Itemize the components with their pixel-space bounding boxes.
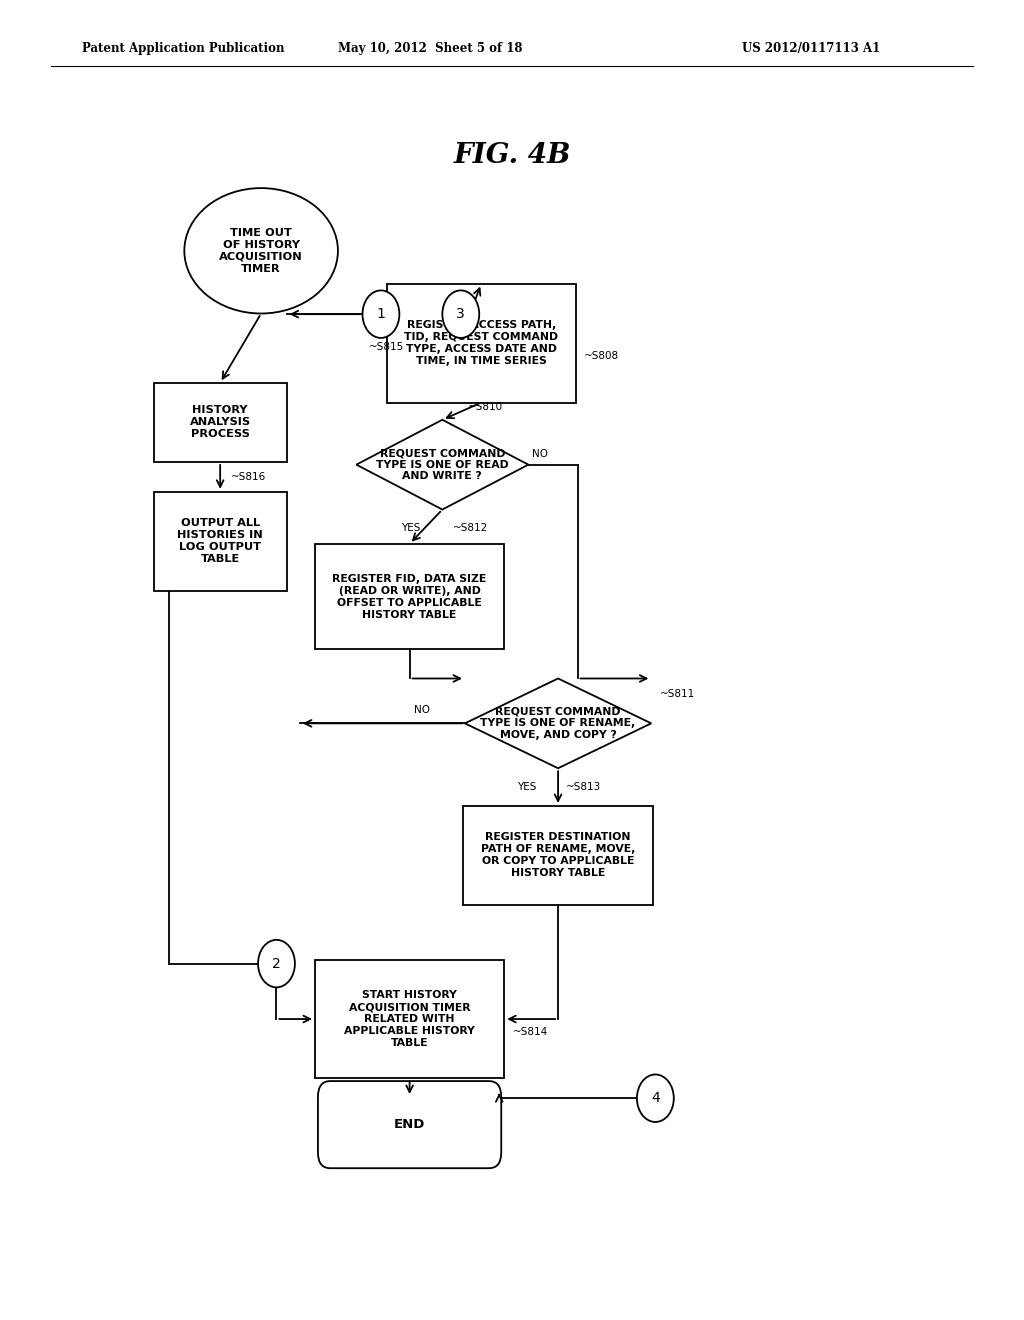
Text: START HISTORY
ACQUISITION TIMER
RELATED WITH
APPLICABLE HISTORY
TABLE: START HISTORY ACQUISITION TIMER RELATED … xyxy=(344,990,475,1048)
Text: ~S808: ~S808 xyxy=(584,351,620,362)
Ellipse shape xyxy=(184,187,338,314)
Text: ~S812: ~S812 xyxy=(453,523,487,533)
Text: ~S811: ~S811 xyxy=(659,689,694,700)
Text: 3: 3 xyxy=(457,308,465,321)
Bar xyxy=(154,492,287,591)
Text: Patent Application Publication: Patent Application Publication xyxy=(82,42,285,55)
Text: YES: YES xyxy=(401,523,421,533)
Polygon shape xyxy=(465,678,651,768)
Text: ~S814: ~S814 xyxy=(513,1027,548,1038)
Text: REGISTER DESTINATION
PATH OF RENAME, MOVE,
OR COPY TO APPLICABLE
HISTORY TABLE: REGISTER DESTINATION PATH OF RENAME, MOV… xyxy=(481,833,635,878)
Text: May 10, 2012  Sheet 5 of 18: May 10, 2012 Sheet 5 of 18 xyxy=(338,42,522,55)
Circle shape xyxy=(637,1074,674,1122)
Text: 2: 2 xyxy=(272,957,281,970)
FancyBboxPatch shape xyxy=(317,1081,502,1168)
Text: REQUEST COMMAND
TYPE IS ONE OF READ
AND WRITE ?: REQUEST COMMAND TYPE IS ONE OF READ AND … xyxy=(376,447,509,482)
Bar xyxy=(154,383,287,462)
Text: NO: NO xyxy=(532,449,549,459)
Text: REGISTER ACCESS PATH,
TID, REQUEST COMMAND
TYPE, ACCESS DATE AND
TIME, IN TIME S: REGISTER ACCESS PATH, TID, REQUEST COMMA… xyxy=(404,321,558,366)
Text: NO: NO xyxy=(414,705,430,715)
Circle shape xyxy=(442,290,479,338)
Bar xyxy=(315,960,504,1078)
Text: END: END xyxy=(394,1118,425,1131)
Polygon shape xyxy=(356,420,528,510)
Text: ~S813: ~S813 xyxy=(566,781,601,792)
Text: 1: 1 xyxy=(377,308,385,321)
Text: TIME OUT
OF HISTORY
ACQUISITION
TIMER: TIME OUT OF HISTORY ACQUISITION TIMER xyxy=(219,228,303,273)
Text: HISTORY
ANALYSIS
PROCESS: HISTORY ANALYSIS PROCESS xyxy=(189,405,251,440)
Bar xyxy=(315,544,504,649)
Circle shape xyxy=(258,940,295,987)
Bar xyxy=(463,805,653,906)
Circle shape xyxy=(362,290,399,338)
Text: ~S815: ~S815 xyxy=(369,342,403,352)
Text: 4: 4 xyxy=(651,1092,659,1105)
Text: FIG. 4B: FIG. 4B xyxy=(454,143,570,169)
Text: ~S816: ~S816 xyxy=(230,471,265,482)
Text: REQUEST COMMAND
TYPE IS ONE OF RENAME,
MOVE, AND COPY ?: REQUEST COMMAND TYPE IS ONE OF RENAME, M… xyxy=(480,706,636,741)
Text: ~S810: ~S810 xyxy=(468,401,503,412)
Text: REGISTER FID, DATA SIZE
(READ OR WRITE), AND
OFFSET TO APPLICABLE
HISTORY TABLE: REGISTER FID, DATA SIZE (READ OR WRITE),… xyxy=(333,574,486,619)
Text: OUTPUT ALL
HISTORIES IN
LOG OUTPUT
TABLE: OUTPUT ALL HISTORIES IN LOG OUTPUT TABLE xyxy=(177,519,263,564)
Bar xyxy=(386,284,575,403)
Text: YES: YES xyxy=(517,781,537,792)
Text: US 2012/0117113 A1: US 2012/0117113 A1 xyxy=(742,42,881,55)
